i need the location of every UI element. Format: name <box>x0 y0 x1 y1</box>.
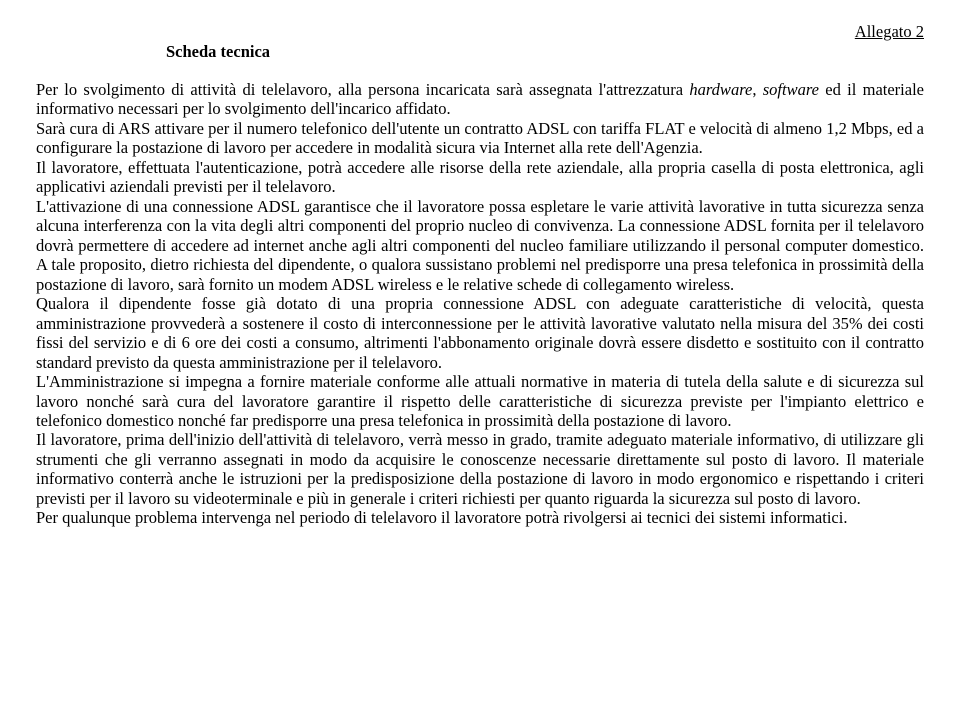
paragraph-3: Il lavoratore, effettuata l'autenticazio… <box>36 158 924 196</box>
paragraph-2: Sarà cura di ARS attivare per il numero … <box>36 119 924 157</box>
italic-hardware: hardware <box>689 80 752 99</box>
paragraph-7: Il lavoratore, prima dell'inizio dell'at… <box>36 430 924 507</box>
italic-software: software <box>763 80 819 99</box>
paragraph-1a: Per lo svolgimento di attività di telela… <box>36 80 689 99</box>
document-body: Per lo svolgimento di attività di telela… <box>36 80 924 528</box>
document-subtitle: Scheda tecnica <box>166 42 270 62</box>
paragraph-4: L'attivazione di una connessione ADSL ga… <box>36 197 924 294</box>
annex-label: Allegato 2 <box>855 22 924 42</box>
paragraph-1b: , <box>752 80 762 99</box>
paragraph-8: Per qualunque problema intervenga nel pe… <box>36 508 847 527</box>
paragraph-6: L'Amministrazione si impegna a fornire m… <box>36 372 924 430</box>
paragraph-5: Qualora il dipendente fosse già dotato d… <box>36 294 924 371</box>
document-header: Scheda tecnica Allegato 2 <box>36 22 924 62</box>
